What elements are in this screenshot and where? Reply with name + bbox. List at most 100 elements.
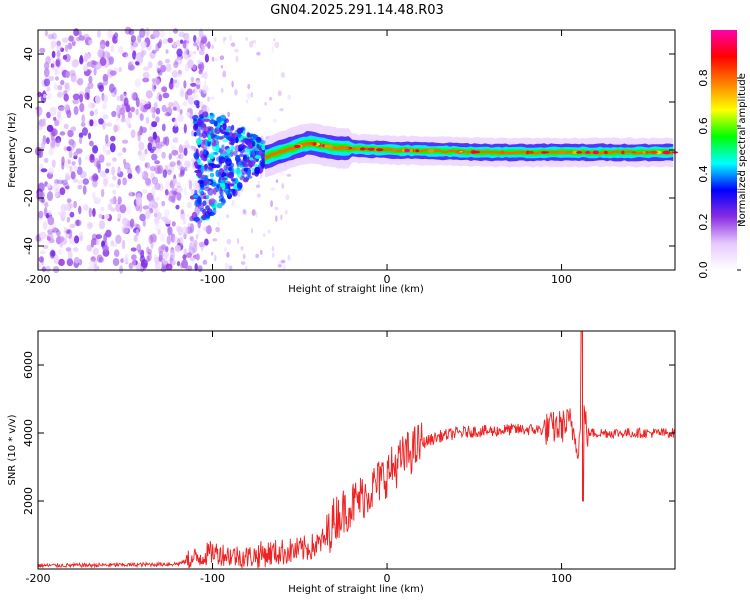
- spectrogram-noise-cell: [44, 30, 49, 37]
- spectrogram-noise-cell: [98, 118, 104, 125]
- spectrogram-faint-cell: [230, 42, 236, 47]
- spectrogram-faint-cell: [220, 87, 224, 94]
- spectrogram-noise-cell: [43, 78, 51, 87]
- spectrogram-noise-cell: [68, 149, 73, 159]
- spectrogram-noise-cell: [139, 102, 143, 112]
- spectrogram-transition-cell: [229, 145, 236, 150]
- spectrogram-noise-cell: [65, 229, 71, 235]
- spectrogram-noise-cell: [69, 211, 75, 218]
- spectrogram-transition-cell: [208, 153, 214, 159]
- spectrogram-transition-cell: [241, 158, 248, 166]
- spectrogram-faint-cell: [262, 233, 266, 238]
- spectrogram-faint-cell: [193, 42, 198, 47]
- spectrogram-noise-cell: [104, 213, 110, 220]
- spectrogram-noise-cell: [92, 145, 99, 154]
- spectrogram-noise-cell: [62, 54, 68, 60]
- spectrogram-faint-cell: [250, 91, 253, 98]
- spectrogram-transition-cell: [236, 127, 244, 134]
- spectrogram-noise-cell: [122, 147, 127, 153]
- spectrogram-faint-cell: [272, 118, 278, 123]
- spectrogram-noise-cell: [132, 50, 137, 60]
- spectrogram-noise-cell: [147, 251, 152, 262]
- spectrogram-noise-cell: [107, 203, 113, 211]
- spectrogram-noise-cell: [98, 84, 105, 92]
- spectrogram-noise-cell: [176, 191, 182, 202]
- spectrogram-noise-cell: [156, 67, 161, 74]
- spectrogram-faint-cell: [200, 72, 205, 79]
- spectrogram-noise-cell: [71, 140, 76, 148]
- spectrogram-transition-cell: [231, 178, 236, 182]
- spectrogram-noise-cell: [72, 99, 80, 105]
- spectrogram-noise-cell: [174, 73, 182, 78]
- spectrogram-noise-cell: [74, 235, 80, 244]
- spectrogram-noise-cell: [72, 247, 79, 252]
- spectrogram-noise-cell: [85, 39, 89, 45]
- spectrogram-faint-cell: [229, 34, 232, 42]
- spectrogram-noise-cell: [155, 196, 160, 201]
- spectrogram-noise-cell: [46, 191, 54, 202]
- snr-marks: [37, 330, 675, 569]
- spectrogram-noise-cell: [112, 189, 117, 195]
- spectrogram-faint-cell: [281, 183, 285, 189]
- spectrogram-faint-cell: [270, 187, 276, 191]
- spectrogram-noise-cell: [144, 103, 151, 110]
- spectrogram-transition-cell: [200, 165, 205, 173]
- spectrogram-noise-cell: [140, 41, 147, 49]
- snr-ytick-label: 4000: [22, 419, 35, 447]
- spectrogram-faint-cell: [225, 214, 230, 219]
- spectrogram-noise-cell: [92, 191, 96, 200]
- spectrogram-noise-cell: [73, 178, 78, 183]
- spectrogram-noise-cell: [102, 114, 109, 120]
- spectrogram-transition-cell: [215, 144, 220, 152]
- spectrogram-noise-cell: [46, 86, 51, 92]
- spectrogram-xlabel: Height of straight line (km): [288, 284, 424, 295]
- spectrogram-noise-cell: [91, 233, 98, 241]
- snr-axes: -200 -100 0 100 2000 4000 6000: [22, 331, 675, 585]
- spectrogram-noise-cell: [161, 200, 166, 207]
- spectrogram-noise-cell: [183, 80, 187, 89]
- spectrogram-faint-cell: [190, 117, 193, 121]
- spectrogram-noise-cell: [102, 93, 108, 104]
- spectrogram-noise-cell: [47, 229, 54, 235]
- spectrogram-noise-cell: [127, 173, 133, 180]
- spectrogram-transition-cell: [256, 136, 262, 143]
- spectrogram-noise-cell: [67, 42, 73, 50]
- spectrogram-noise-cell: [88, 75, 93, 84]
- spectrogram-faint-cell: [274, 206, 279, 211]
- spectrogram-noise-cell: [170, 178, 174, 186]
- spectrogram-noise-cell: [182, 217, 187, 225]
- spectrogram-noise-cell: [50, 140, 54, 150]
- spectrogram-hotspot: [375, 148, 384, 152]
- spectrogram-noise-cell: [78, 35, 86, 41]
- spectrogram-faint-cell: [277, 264, 282, 268]
- spectrogram-transition-cell: [197, 179, 205, 184]
- spectrogram-hotspot: [355, 147, 361, 151]
- spectrogram-noise-cell: [154, 182, 161, 191]
- snr-ytick-label: 6000: [22, 351, 35, 379]
- spectrogram-faint-cell: [231, 199, 235, 207]
- spectrogram-noise-cell: [98, 220, 106, 230]
- spectrogram-noise-cell: [138, 113, 143, 119]
- spectrogram-transition-cell: [240, 139, 246, 143]
- spectrogram-hotspot: [409, 149, 413, 152]
- spectrogram-faint-cell: [213, 36, 217, 42]
- spectrogram-faint-cell: [214, 254, 217, 262]
- spectrogram-faint-cell: [240, 261, 246, 265]
- spectrogram-noise-cell: [50, 250, 56, 257]
- spectrogram-noise-cell: [51, 141, 56, 149]
- spectrogram-noise-cell: [199, 242, 205, 249]
- spectrogram-transition-cell: [251, 153, 255, 159]
- spectrogram-noise-cell: [67, 250, 73, 260]
- spectrogram-noise-cell: [180, 39, 184, 44]
- spectrogram-noise-cell: [96, 237, 100, 246]
- spectrogram-noise-cell: [189, 256, 196, 261]
- spectrogram-hotspot: [621, 150, 625, 155]
- spectrogram-transition-cell: [195, 104, 200, 109]
- spectrogram-noise-cell: [87, 132, 92, 140]
- spectrogram-noise-cell: [167, 37, 173, 43]
- spectrogram-noise-cell: [57, 117, 63, 122]
- spectrogram-noise-cell: [152, 29, 160, 38]
- spectrogram-hotspot: [592, 150, 599, 155]
- spectrogram-hotspot: [541, 151, 547, 154]
